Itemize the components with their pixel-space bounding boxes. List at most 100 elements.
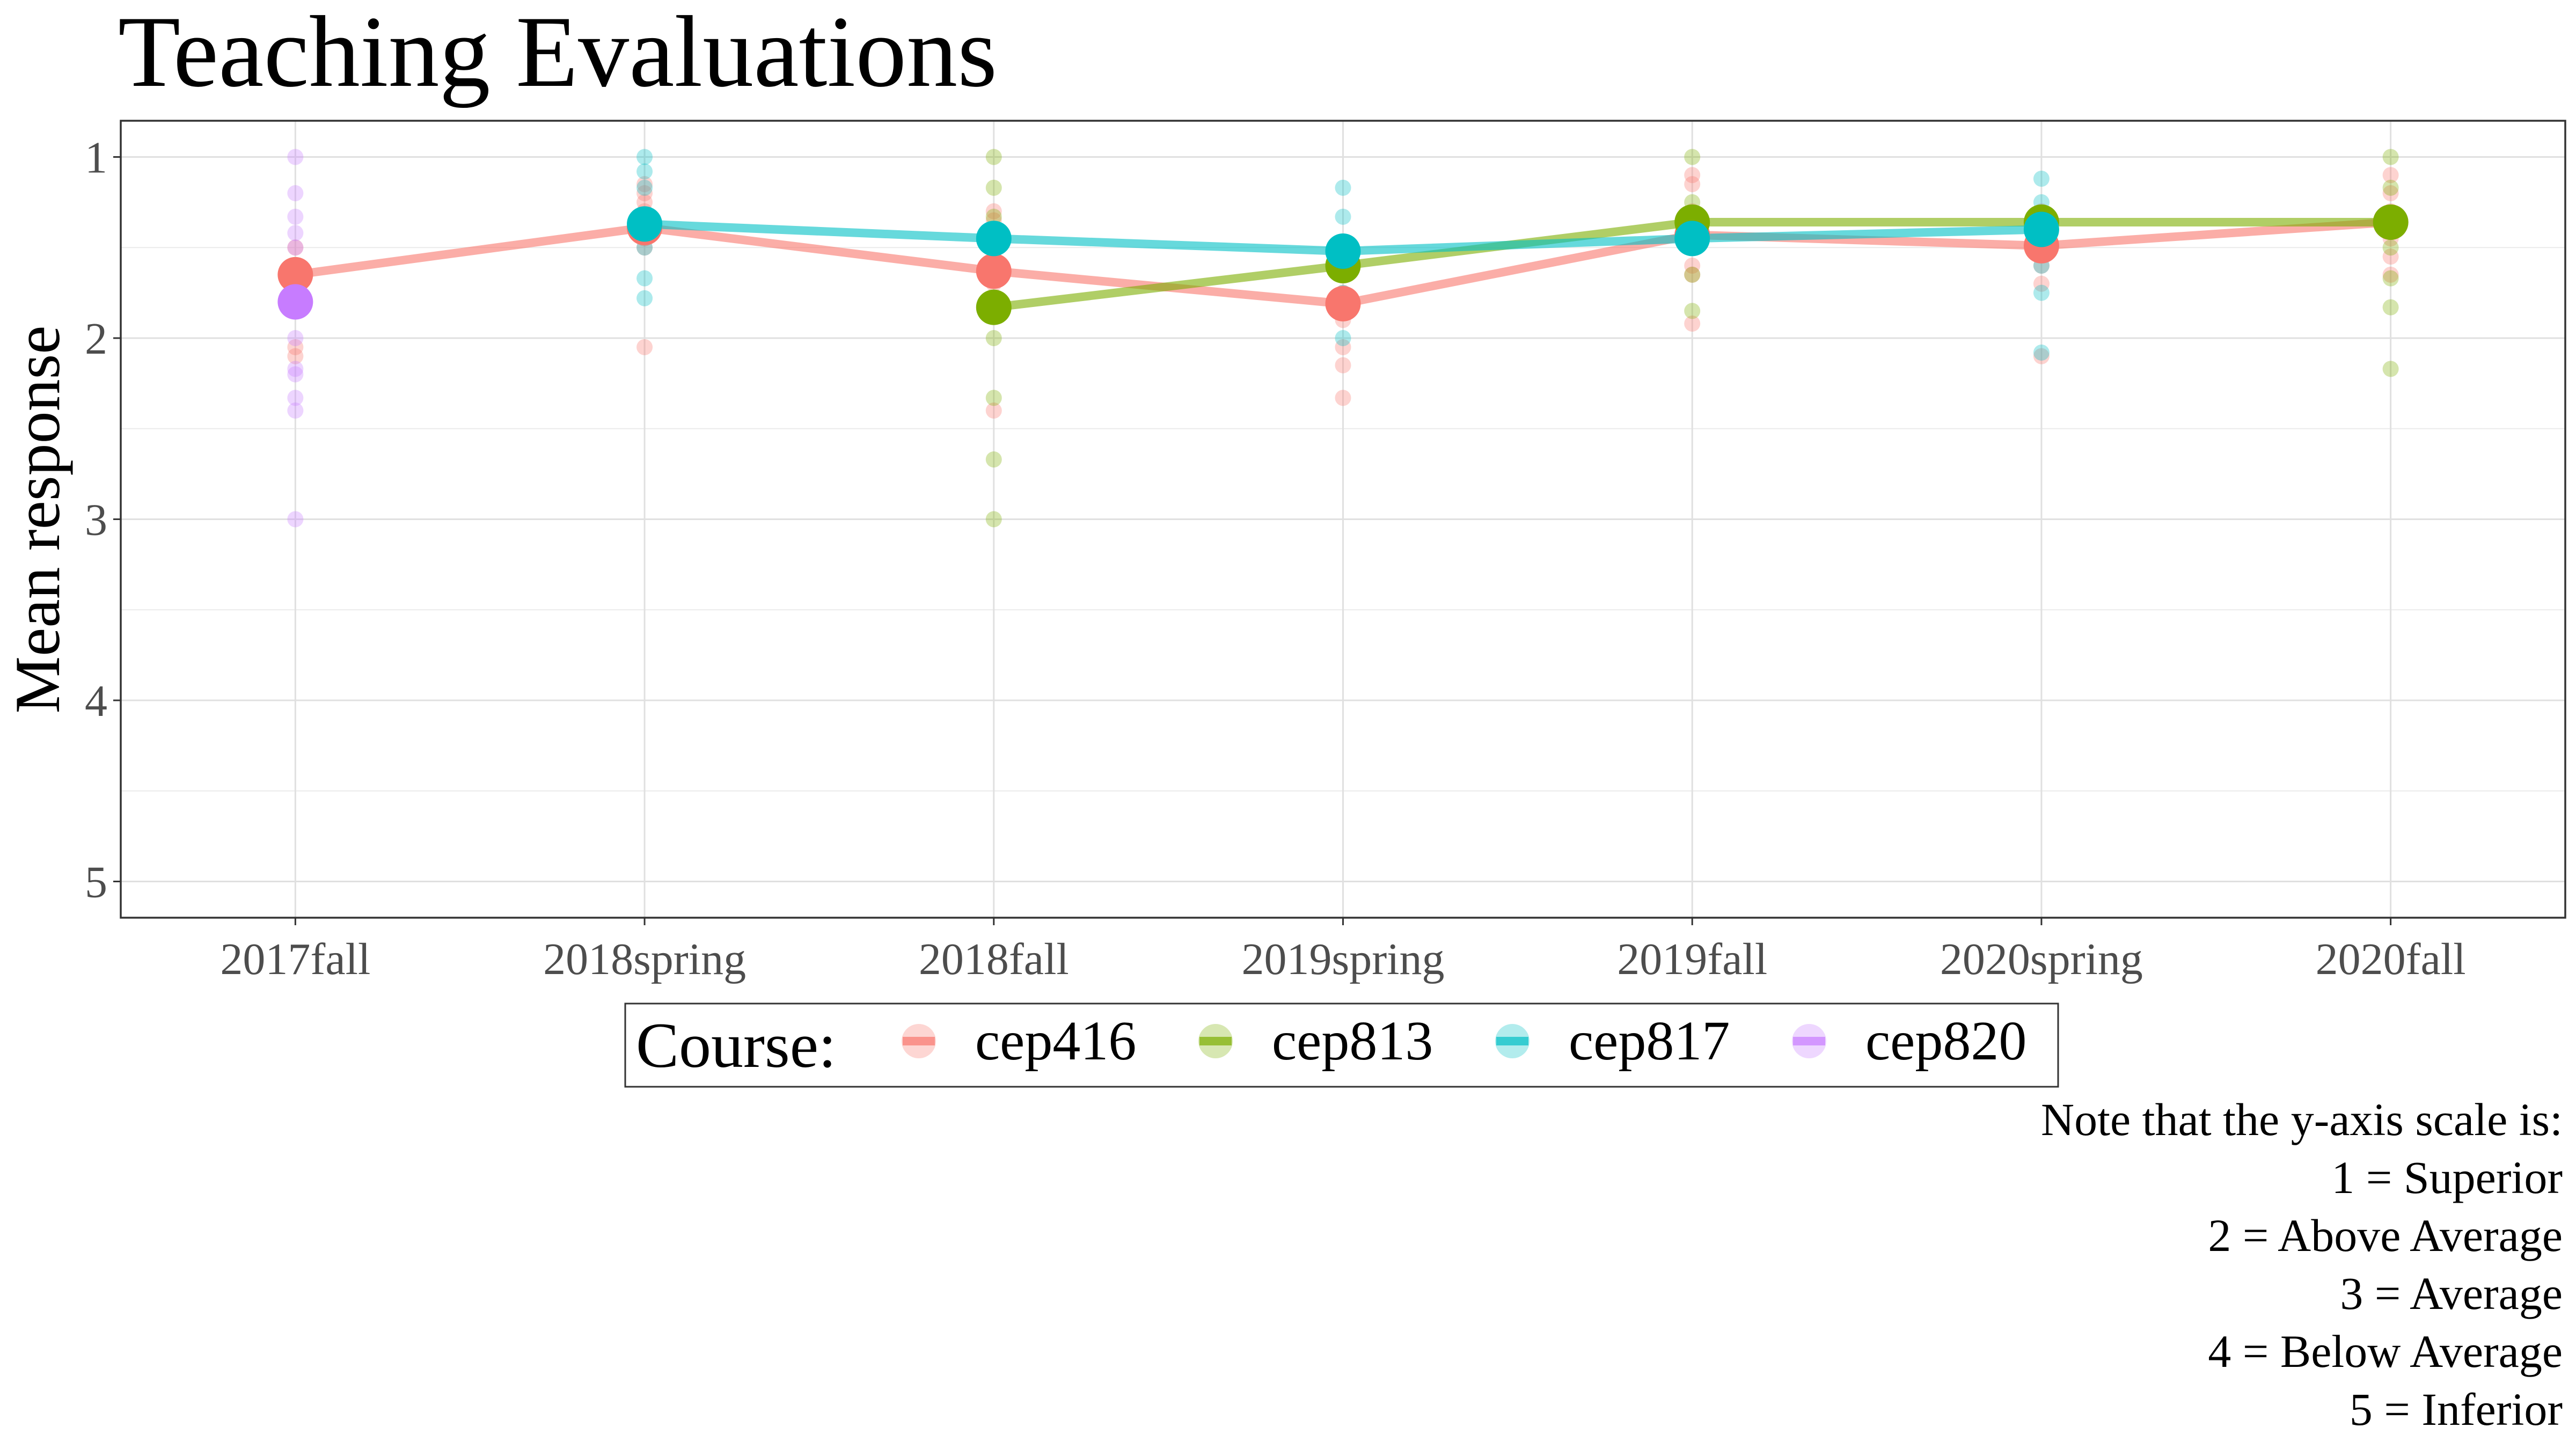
- x-tick-label: 2019fall: [1617, 934, 1767, 984]
- mean-points: [277, 204, 2409, 325]
- cep820-item-point: [287, 149, 304, 165]
- cep813-item-point: [1684, 303, 1701, 319]
- cep416-item-point: [287, 348, 304, 364]
- legend-label: cep416: [975, 1010, 1136, 1072]
- legend-entries: cep416 cep813 cep817 cep820: [902, 1010, 2026, 1072]
- cep416-mean-point: [1325, 286, 1361, 321]
- x-tick-label: 2018fall: [919, 934, 1069, 984]
- y-tick-label: 5: [85, 858, 107, 908]
- cep416-item-point: [1684, 167, 1701, 184]
- cep813-item-point: [1684, 266, 1701, 283]
- cep813-item-point: [985, 390, 1002, 406]
- legend-title: Course:: [636, 1009, 836, 1081]
- chart-title: Teaching Evaluations: [118, 0, 997, 108]
- cep817-item-point: [636, 163, 653, 180]
- cep416-item-point: [1684, 258, 1701, 274]
- cep817-item-point: [1335, 208, 1351, 225]
- cep820-item-point: [287, 330, 304, 346]
- cep813-mean-point: [2373, 204, 2409, 240]
- cep416-item-point: [636, 339, 653, 355]
- cep817-mean-point: [1325, 233, 1361, 269]
- x-tick-label: 2019spring: [1242, 934, 1445, 984]
- cep813-item-point: [2382, 361, 2399, 377]
- cep813-item-point: [1684, 149, 1701, 165]
- cep817-item-point: [636, 290, 653, 306]
- cep813-mean-point: [976, 289, 1012, 325]
- legend-label: cep817: [1569, 1010, 1730, 1072]
- note-line: 1 = Superior: [2331, 1152, 2563, 1203]
- cep817-mean-point: [1674, 221, 1710, 257]
- cep813-item-point: [2382, 149, 2399, 165]
- cep813-item-point: [985, 149, 1002, 165]
- legend-entry-cep813: cep813: [1198, 1010, 1433, 1072]
- cep813-item-point: [2382, 270, 2399, 287]
- cep416-item-point: [2382, 167, 2399, 184]
- cep416-item-point: [1684, 266, 1701, 283]
- note-line: 4 = Below Average: [2208, 1326, 2563, 1377]
- legend-entry-cep820: cep820: [1792, 1010, 2026, 1072]
- cep820-item-point: [287, 208, 304, 225]
- note-line: 5 = Inferior: [2350, 1384, 2563, 1435]
- x-tick-labels: 2017fall 2018spring 2018fall 2019spring 2019…: [220, 918, 2466, 984]
- y-tick-labels: 1 2 3 4 5: [85, 133, 121, 908]
- cep416-item-point: [287, 239, 304, 256]
- raw-points: [287, 149, 2399, 528]
- cep416-item-point: [1335, 357, 1351, 374]
- cep820-item-point: [287, 366, 304, 383]
- cep416-item-point: [1684, 176, 1701, 193]
- y-axis-label: Mean response: [2, 325, 73, 713]
- cep416-item-point: [287, 339, 304, 355]
- cep416-item-point: [985, 203, 1002, 219]
- cep813-item-point: [2382, 179, 2399, 196]
- y-tick-label: 1: [85, 133, 107, 183]
- cep416-item-point: [2033, 348, 2050, 364]
- cep416-mean-point: [277, 257, 313, 292]
- x-tick-label: 2020spring: [1940, 934, 2143, 984]
- grid-lines: [121, 121, 2565, 918]
- legend-label: cep820: [1865, 1010, 2026, 1072]
- note-line: 2 = Above Average: [2208, 1210, 2563, 1261]
- cep416-item-point: [636, 176, 653, 193]
- cep416-item-point: [1684, 316, 1701, 332]
- cep817-item-point: [2033, 171, 2050, 187]
- y-tick-label: 4: [85, 676, 107, 726]
- x-tick-label: 2017fall: [220, 934, 370, 984]
- legend-entry-cep817: cep817: [1495, 1010, 1730, 1072]
- y-scale-note: Note that the y-axis scale is: 1 = Superi…: [2041, 1094, 2563, 1435]
- cep817-mean-point: [627, 206, 663, 242]
- cep820-item-point: [287, 402, 304, 419]
- cep813-item-point: [985, 208, 1002, 225]
- legend-entry-cep416: cep416: [902, 1010, 1136, 1072]
- cep416-item-point: [1335, 339, 1351, 355]
- note-line: 3 = Average: [2340, 1268, 2563, 1319]
- note-line: Note that the y-axis scale is:: [2041, 1094, 2563, 1145]
- x-tick-label: 2018spring: [543, 934, 746, 984]
- cep817-item-point: [636, 149, 653, 165]
- cep416-item-point: [2382, 185, 2399, 201]
- y-tick-label: 2: [85, 314, 107, 364]
- legend-label: cep813: [1272, 1010, 1433, 1072]
- cep817-item-point: [2033, 284, 2050, 301]
- cep817-item-point: [1335, 179, 1351, 196]
- cep817-mean-point: [2023, 211, 2059, 247]
- cep813-item-point: [985, 511, 1002, 528]
- y-tick-label: 3: [85, 495, 107, 545]
- cep817-item-point: [636, 179, 653, 196]
- plot-area: [120, 120, 2566, 919]
- cep813-item-point: [985, 451, 1002, 468]
- cep817-item-point: [636, 270, 653, 287]
- cep820-item-point: [287, 225, 304, 241]
- cep820-item-point: [287, 511, 304, 528]
- cep813-item-point: [985, 330, 1002, 346]
- cep416-item-point: [636, 194, 653, 210]
- cep416-item-point: [2033, 275, 2050, 292]
- cep416-item-point: [636, 185, 653, 201]
- cep813-item-point: [2382, 239, 2399, 256]
- cep813-item-point: [2382, 299, 2399, 316]
- cep820-mean-point: [277, 284, 313, 320]
- cep820-item-point: [287, 390, 304, 406]
- legend: Course: cep416 cep813 cep817 cep820: [624, 1002, 2059, 1088]
- cep817-item-point: [1335, 330, 1351, 346]
- cep820-item-point: [287, 361, 304, 377]
- cep416-item-point: [2382, 248, 2399, 265]
